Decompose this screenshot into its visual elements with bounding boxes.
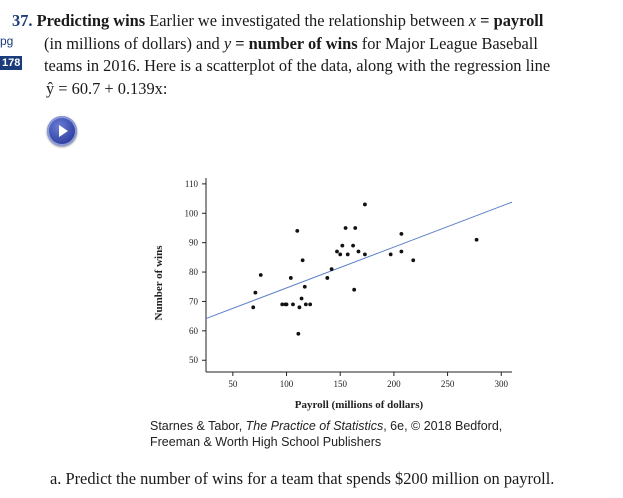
data-point [343,226,348,230]
caption-line-1: Starnes & Tabor, The Practice of Statist… [150,418,502,434]
data-point [300,258,305,263]
problem-line-3: teams in 2016. Here is a scatterplot of … [44,56,551,75]
y-axis-label: Number of wins [153,245,165,321]
data-point [363,202,367,207]
data-point [299,296,304,301]
data-point [325,276,330,280]
data-point [356,249,361,254]
data-point [335,249,339,254]
margin-page-reference[interactable]: 178 [0,56,23,70]
y-variable: y [223,33,232,53]
scatterplot: 50 100 150 200 250 300 50 60 70 80 90 100 110 Payroll… [153,178,513,411]
x-definition: = payroll [476,11,544,30]
data-point [284,302,289,307]
x-tick-label: 150 [333,379,347,389]
data-point [291,302,295,307]
data-point [280,302,285,307]
data-point [351,243,355,248]
x-axis-label: Payroll (millions of dollars) [295,399,424,411]
data-point [399,249,404,254]
data-point [474,237,479,242]
problem-intro: Earlier we investigated the relationship… [149,11,465,30]
problem-line-2-tail: for Major League Baseball [361,33,538,53]
data-point [329,267,334,272]
y-tick-label: 50 [189,355,199,365]
problem-number: 37. [12,11,33,30]
data-point [308,302,313,307]
regression-line [205,201,513,320]
x-tick-label: 200 [387,379,401,389]
data-point [296,331,301,336]
x-tick-label: 50 [228,379,238,389]
data-point [251,305,256,310]
data-point [340,243,345,248]
figure-caption: Starnes & Tabor, The Practice of Statist… [150,418,502,450]
caption-line-2: Freeman & Worth High School Publishers [150,435,382,449]
data-point [388,252,393,257]
x-tick-label: 250 [441,379,455,389]
data-point [353,226,358,230]
margin-page-label: pg [0,34,14,48]
problem-line-2-text: (in millions of dollars) and [44,33,220,53]
data-point [288,276,293,280]
data-point [253,290,258,295]
data-point [258,273,263,277]
data-point [411,258,416,263]
data-point [338,252,343,257]
y-tick-label: 100 [185,208,199,218]
x-variable: x [468,11,477,30]
y-tick-label: 60 [189,326,199,336]
data-point [345,252,350,257]
data-point [363,252,367,257]
problem-line-2: (in millions of dollars) and y = number … [44,33,538,56]
y-definition: = number of wins [231,33,358,53]
data-point [303,302,308,307]
play-icon [59,125,68,137]
y-tick-label: 90 [189,238,199,248]
y-tick-label: 80 [189,267,199,277]
caption-book-title: The Practice of Statistics [245,419,384,433]
question-a: a. Predict the number of wins for a team… [50,469,555,488]
caption-edition: , 6e, © 2018 Bedford, [383,419,503,433]
data-point [297,305,302,310]
caption-credit: Starnes & Tabor, [150,419,246,433]
data-point [302,284,307,289]
problem-line-1: 37. Predicting wins Earlier we investiga… [12,10,543,33]
problem-heading: Predicting wins [36,11,146,30]
video-play-button[interactable] [47,116,77,146]
data-point [295,229,300,233]
y-tick-label: 110 [185,179,199,189]
regression-equation: ŷ = 60.7 + 0.139x: [46,78,168,98]
data-point [352,287,357,292]
data-point [399,231,404,236]
y-tick-label: 70 [189,296,199,306]
x-tick-label: 300 [495,379,509,389]
x-tick-label: 100 [280,379,294,389]
